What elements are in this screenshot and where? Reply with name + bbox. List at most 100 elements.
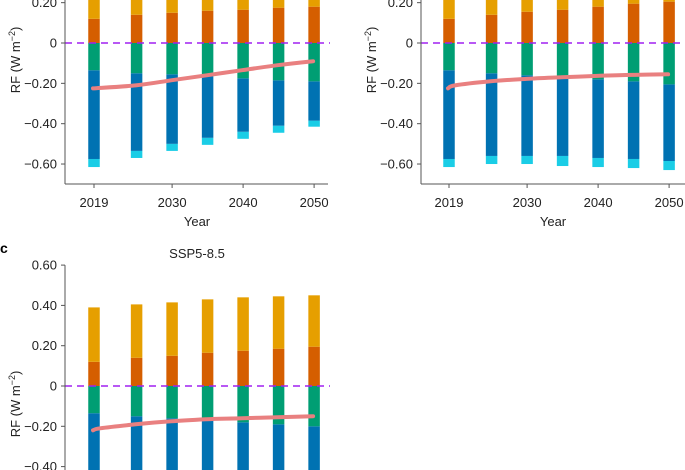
bar-segment-green-2025 [485,43,498,74]
bar-segment-vermilion-2050 [308,6,320,44]
bar-segment-vermilion-2045 [272,7,285,43]
bar-segment-vermilion-2030 [521,11,533,43]
bar-stack-2045 [627,0,640,169]
bar-segment-cyan-2050 [308,120,320,127]
bar-segment-orange-2035 [201,0,214,11]
y-axis-title-text: RF (W m [8,385,23,437]
bar-stack-2035 [201,299,214,470]
x-tick-label: 2040 [229,195,258,210]
bar-segment-vermilion-2025 [130,14,143,43]
bar-segment-blue-2050 [308,81,320,121]
bar-segment-orange-2040 [592,0,604,7]
y-tick-label: −0.20 [24,76,57,91]
bar-stack-2025 [130,0,143,158]
bar-segment-green-2045 [272,43,285,81]
bar-segment-blue-2035 [556,77,569,156]
bar-segment-orange-2019 [443,0,455,19]
bar-segment-cyan-2019 [443,158,455,168]
bar-segment-blue-2050 [663,84,675,161]
bar-segment-vermilion-2035 [556,9,569,43]
bar-segment-orange-2050 [663,0,675,2]
y-axis-title: RF (W m−2) [7,371,23,438]
y-tick-label: 0.20 [32,0,57,10]
bar-segment-green-2030 [521,43,533,76]
bar-segment-blue-2040 [592,79,604,158]
bar-stack-2040 [237,297,249,470]
y-axis-title-superscript: −2 [7,375,17,385]
x-tick-label: 2050 [300,195,329,210]
bar-stack-2045 [272,296,285,470]
bar-segment-cyan-2045 [272,125,285,133]
bar-segment-green-2040 [592,43,604,80]
bar-segment-orange-2050 [308,0,320,7]
bar-segment-vermilion-2030 [166,355,178,386]
bar-segment-blue-2045 [272,424,285,470]
bar-segment-green-2019 [88,386,100,414]
bar-segment-orange-2019 [88,307,100,362]
y-tick-label: −0.40 [24,116,57,131]
bar-stack-2025 [130,304,143,470]
bar-stack-2030 [166,302,178,470]
bar-stack-2040 [237,0,249,139]
bar-segment-green-2045 [272,386,285,425]
bar-segment-blue-2050 [308,426,320,470]
bar-stack-2045 [272,0,285,133]
bar-segment-blue-2019 [88,413,100,470]
y-tick-label: 0 [50,379,57,394]
bar-segment-orange-2030 [166,302,178,356]
y-axis-title-suffix: ) [8,371,23,375]
bar-segment-green-2035 [556,43,569,78]
bar-segment-blue-2030 [521,75,533,156]
x-tick-label: 2030 [158,195,187,210]
bars [88,0,320,168]
net-rf-line [91,414,316,433]
bar-segment-green-2019 [443,43,455,71]
bar-stack-2035 [556,0,569,167]
bar-segment-green-2050 [308,386,320,427]
bar-segment-orange-2035 [201,299,214,353]
x-tick-label: 2040 [584,195,613,210]
bar-segment-blue-2025 [485,73,498,156]
bar-segment-vermilion-2025 [485,14,498,43]
bar-stack-2019 [88,307,100,470]
x-axis-title: Year [184,214,211,229]
bar-segment-cyan-2040 [592,157,604,168]
bar-segment-vermilion-2050 [308,346,320,386]
bar-segment-blue-2025 [130,73,143,151]
bar-segment-vermilion-2040 [592,6,604,44]
bar-segment-green-2040 [237,43,249,79]
bar-segment-green-2050 [663,43,675,85]
bar-segment-orange-2019 [88,0,100,19]
bars [88,295,320,470]
bar-segment-blue-2040 [237,422,249,470]
bar-segment-orange-2025 [130,304,143,358]
bar-segment-green-2025 [130,43,143,74]
y-axis-title-suffix: ) [364,27,379,31]
chart-title: SSP5-8.5 [169,246,225,261]
x-tick-label: 2019 [80,195,109,210]
y-axis-title-suffix: ) [8,27,23,31]
bar-segment-vermilion-2019 [88,18,100,43]
bar-segment-orange-2045 [272,0,285,8]
bar-segment-orange-2040 [237,0,249,10]
x-tick-label: 2030 [513,195,542,210]
bar-segment-blue-2035 [201,420,214,470]
bar-segment-green-2025 [130,386,143,417]
y-tick-label: −0.20 [380,76,413,91]
bar-segment-green-2035 [201,43,214,77]
bar-segment-green-2019 [88,43,100,71]
y-axis-title-text: RF (W m [364,41,379,93]
bars [443,0,675,171]
bar-segment-orange-2045 [627,0,640,4]
bar-segment-blue-2025 [130,416,143,470]
bar-segment-cyan-2050 [663,160,675,171]
x-axis-title: Year [540,214,567,229]
y-axis-title: RF (W m−2) [7,27,23,94]
bar-segment-blue-2035 [201,76,214,138]
bar-segment-vermilion-2030 [166,12,178,43]
bar-segment-vermilion-2045 [627,3,640,44]
x-tick-label: 2050 [655,195,684,210]
y-tick-label: 0 [406,36,413,51]
bar-segment-orange-2030 [521,0,533,12]
